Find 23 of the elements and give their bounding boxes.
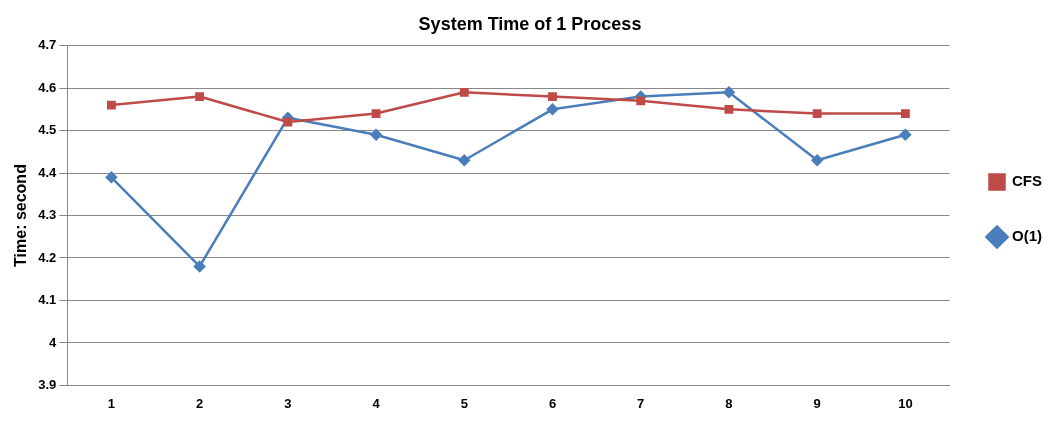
x-tick-label: 8 bbox=[725, 395, 733, 411]
x-tick-label: 6 bbox=[548, 395, 557, 411]
x-tick-label: 4 bbox=[372, 395, 381, 411]
legend-label: O(1) bbox=[1012, 227, 1042, 245]
y-tick-label: 4.4 bbox=[38, 164, 58, 180]
y-axis-title: Time: second bbox=[12, 164, 30, 267]
legend-label: CFS bbox=[1012, 172, 1042, 190]
y-tick-label: 4.5 bbox=[38, 122, 57, 138]
y-tick-label: 4.2 bbox=[38, 249, 57, 265]
x-tick-label: 3 bbox=[284, 395, 292, 411]
y-tick-label: 4.6 bbox=[38, 79, 57, 95]
y-tick-label: 4.7 bbox=[38, 37, 57, 53]
y-tick-label: 4.1 bbox=[38, 292, 57, 308]
y-tick-label: 4 bbox=[49, 334, 58, 350]
y-tick-label: 4.3 bbox=[38, 207, 57, 223]
x-tick-label: 10 bbox=[898, 395, 913, 411]
chart-title: System Time of 1 Process bbox=[418, 13, 642, 34]
y-tick-label: 3.9 bbox=[38, 376, 57, 392]
x-tick-label: 1 bbox=[107, 395, 115, 411]
x-tick-label: 2 bbox=[195, 395, 204, 411]
x-tick-label: 7 bbox=[637, 395, 645, 411]
x-tick-label: 9 bbox=[813, 395, 821, 411]
x-tick-label: 5 bbox=[460, 395, 468, 411]
